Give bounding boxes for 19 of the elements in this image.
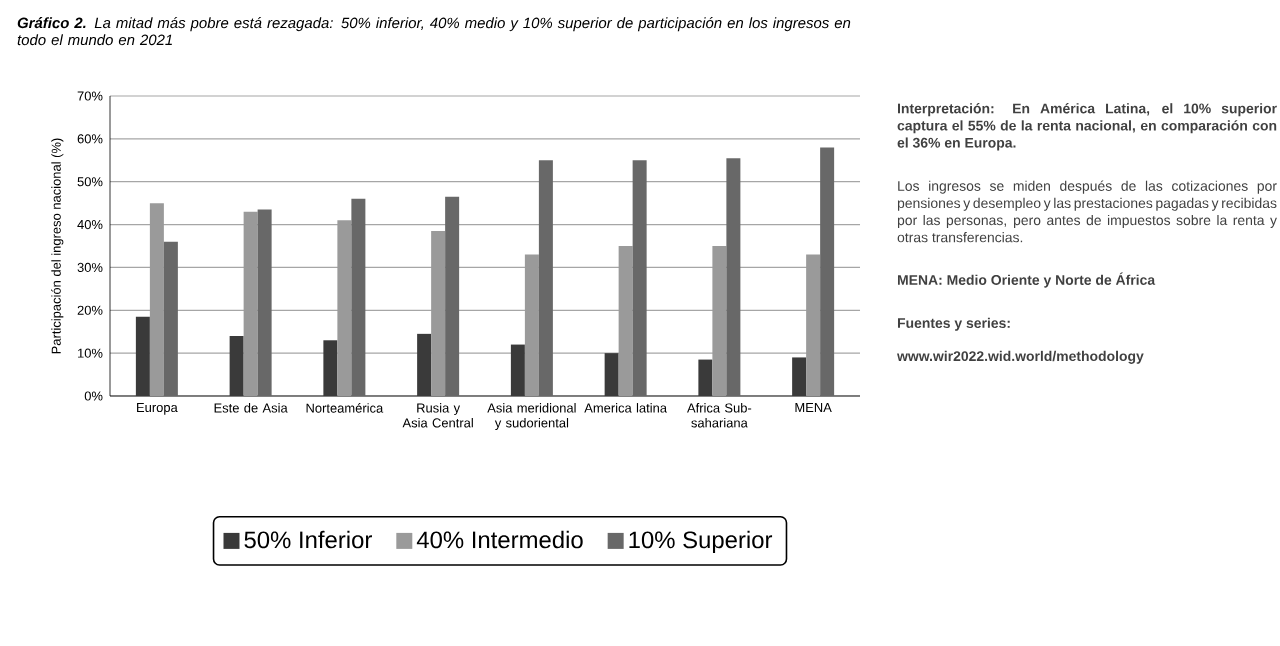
bar: [257, 209, 272, 396]
bar: [135, 316, 150, 396]
bar: [632, 160, 647, 396]
bar: [538, 160, 553, 396]
legend-label: 10% Superior: [629, 530, 773, 554]
bar: [698, 359, 713, 396]
bar: [417, 333, 432, 396]
bar: [351, 198, 366, 396]
bar: [792, 357, 807, 396]
bar: [726, 158, 741, 396]
legend-label: 50% Inferior: [244, 530, 372, 549]
bar: [445, 196, 460, 396]
bar: [163, 241, 178, 396]
bar: [604, 353, 619, 396]
bar: [820, 147, 835, 396]
bar: [229, 336, 244, 396]
legend-label: 40% Intermedio: [416, 530, 583, 549]
bar: [510, 344, 525, 396]
bar: [323, 340, 338, 396]
